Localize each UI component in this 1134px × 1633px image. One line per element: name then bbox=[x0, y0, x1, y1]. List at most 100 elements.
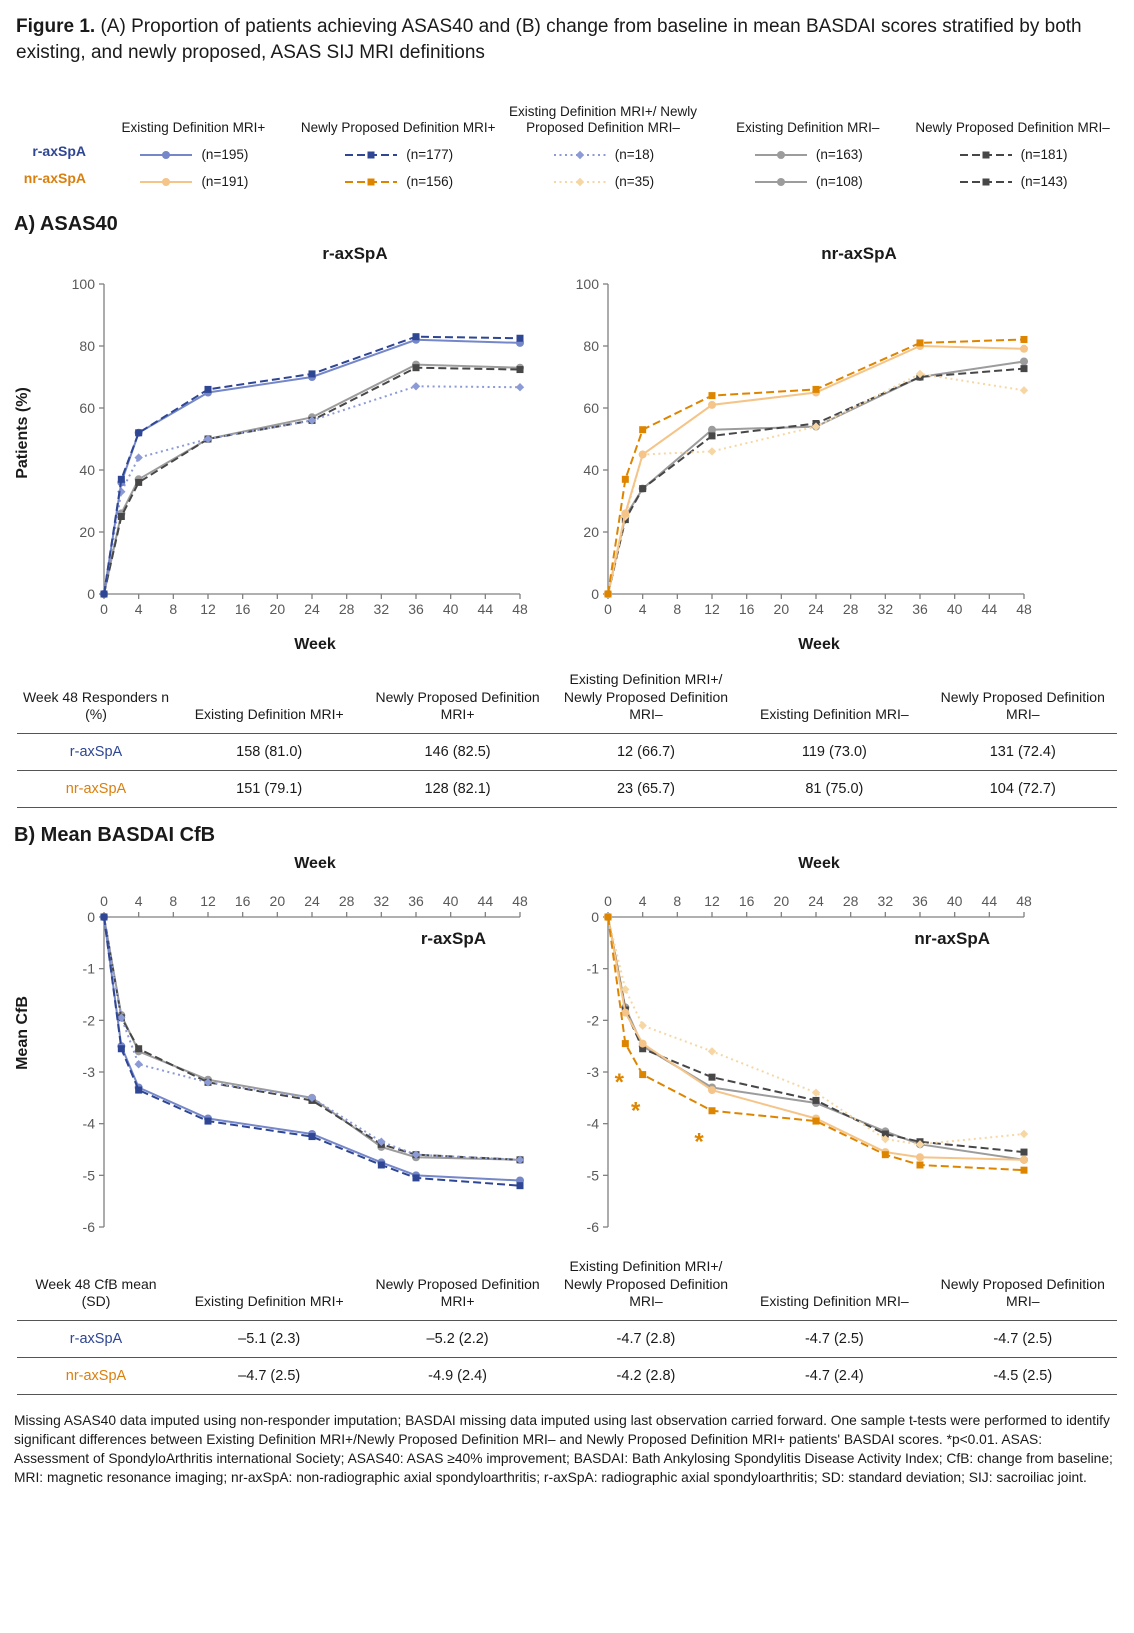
figure-title: Figure 1. (A) Proportion of patients ach… bbox=[0, 0, 1134, 67]
table-cell: 12 (66.7) bbox=[551, 733, 741, 771]
svg-text:12: 12 bbox=[704, 893, 720, 909]
svg-text:-3: -3 bbox=[587, 1064, 600, 1080]
svg-text:-6: -6 bbox=[83, 1219, 96, 1235]
svg-text:36: 36 bbox=[408, 601, 424, 617]
table-cell: 131 (72.4) bbox=[928, 733, 1117, 771]
svg-text:16: 16 bbox=[235, 601, 251, 617]
table-cell: –5.2 (2.2) bbox=[363, 1320, 552, 1358]
svg-text:-1: -1 bbox=[587, 961, 600, 977]
line-marker-sample bbox=[552, 147, 608, 163]
legend-n-value: (n=181) bbox=[1020, 147, 1068, 163]
line-marker-sample bbox=[343, 174, 399, 190]
legend-group-header: Existing Definition MRI+ bbox=[121, 120, 266, 136]
svg-text:32: 32 bbox=[878, 893, 894, 909]
column-header: Existing Definition MRI+ bbox=[175, 662, 364, 734]
row-label: nr-axSpA bbox=[17, 770, 175, 809]
svg-text:60: 60 bbox=[583, 400, 599, 416]
column-header: Newly Proposed Definition MRI+ bbox=[363, 662, 552, 734]
legend-group-header: Newly Proposed Definition MRI+ bbox=[300, 120, 496, 136]
svg-text:100: 100 bbox=[72, 276, 96, 292]
line-marker-sample bbox=[958, 147, 1014, 163]
svg-text:-5: -5 bbox=[587, 1167, 600, 1183]
svg-text:4: 4 bbox=[135, 601, 143, 617]
chart-asas40-nraxspa: nr-axSpA 0 4 8 12 16 20 24 28 32 36 40 44 48 0 20 40 60 8… bbox=[560, 244, 1038, 654]
legend-group-mixed: Existing Definition MRI+/ Newly Proposed… bbox=[506, 79, 701, 195]
panel-a-charts: Patients (%) r-axSpA 0 4 8 12 16 20 24 28 32 36 40… bbox=[0, 244, 1134, 654]
svg-text:0: 0 bbox=[87, 586, 95, 602]
line-marker-sample bbox=[138, 147, 194, 163]
legend-entry: (n=195) bbox=[138, 141, 248, 168]
svg-text:32: 32 bbox=[374, 893, 390, 909]
svg-text:36: 36 bbox=[912, 601, 928, 617]
x-axis-label-week: Week bbox=[798, 855, 840, 873]
column-header: Existing Definition MRI+/ Newly Proposed… bbox=[551, 1249, 741, 1321]
svg-text:40: 40 bbox=[947, 893, 963, 909]
legend-n-value: (n=18) bbox=[614, 147, 655, 163]
svg-text:24: 24 bbox=[808, 601, 824, 617]
svg-text:8: 8 bbox=[673, 893, 681, 909]
svg-text:100: 100 bbox=[576, 276, 600, 292]
legend-n-value: (n=156) bbox=[406, 174, 454, 190]
svg-text:*: * bbox=[631, 1098, 641, 1125]
svg-text:40: 40 bbox=[443, 893, 459, 909]
table-cell: 128 (82.1) bbox=[363, 770, 552, 809]
basdai-table: Week 48 CfB mean (SD) Existing Definitio… bbox=[17, 1249, 1117, 1395]
legend-group-new-mri-plus: Newly Proposed Definition MRI+ (n=177) (… bbox=[301, 79, 496, 195]
svg-text:*: * bbox=[694, 1129, 704, 1156]
chart-title-nraxspa: nr-axSpA bbox=[914, 929, 990, 949]
svg-text:32: 32 bbox=[878, 601, 894, 617]
figure-caption: (A) Proportion of patients achieving ASA… bbox=[16, 16, 1082, 63]
legend-row-label-nraxspa: nr-axSpA bbox=[23, 169, 86, 186]
figure-footnote: Missing ASAS40 data imputed using non-re… bbox=[14, 1412, 1113, 1485]
svg-text:12: 12 bbox=[200, 601, 216, 617]
legend-group-header: Newly Proposed Definition MRI– bbox=[915, 120, 1110, 136]
svg-text:0: 0 bbox=[87, 909, 95, 925]
legend-group-header: Existing Definition MRI– bbox=[736, 120, 880, 136]
table-cell: -4.9 (2.4) bbox=[363, 1357, 552, 1395]
table-cell: 151 (79.1) bbox=[175, 770, 364, 809]
svg-text:-2: -2 bbox=[83, 1012, 96, 1028]
svg-text:0: 0 bbox=[604, 601, 612, 617]
legend-group-header: Existing Definition MRI+/ Newly Proposed… bbox=[509, 103, 697, 136]
svg-text:16: 16 bbox=[739, 893, 755, 909]
table-row: nr-axSpA 151 (79.1) 128 (82.1) 23 (65.7)… bbox=[17, 770, 1117, 809]
legend-n-value: (n=108) bbox=[815, 174, 863, 190]
line-marker-sample bbox=[343, 147, 399, 163]
svg-text:20: 20 bbox=[583, 524, 599, 540]
line-marker-sample bbox=[138, 174, 194, 190]
line-marker-sample bbox=[753, 174, 809, 190]
panel-b-heading: B) Mean BASDAI CfB bbox=[14, 824, 216, 847]
svg-text:4: 4 bbox=[639, 601, 647, 617]
svg-text:-3: -3 bbox=[83, 1064, 96, 1080]
legend-n-value: (n=177) bbox=[406, 147, 454, 163]
row-label: r-axSpA bbox=[17, 1320, 175, 1358]
legend-group-existing-mri-minus: Existing Definition MRI– (n=163) (n=108) bbox=[710, 79, 905, 195]
svg-text:48: 48 bbox=[1016, 893, 1032, 909]
legend-row-labels: r-axSpA nr-axSpA bbox=[14, 79, 86, 195]
legend-entry: (n=163) bbox=[753, 141, 863, 168]
svg-text:12: 12 bbox=[704, 601, 720, 617]
table-row: r-axSpA 158 (81.0) 146 (82.5) 12 (66.7) … bbox=[17, 733, 1117, 771]
svg-text:8: 8 bbox=[169, 893, 177, 909]
svg-text:20: 20 bbox=[270, 601, 286, 617]
svg-text:0: 0 bbox=[591, 909, 599, 925]
table-cell: 158 (81.0) bbox=[175, 733, 364, 771]
table-row: nr-axSpA –4.7 (2.5) -4.9 (2.4) -4.2 (2.8… bbox=[17, 1357, 1117, 1395]
svg-text:28: 28 bbox=[339, 893, 355, 909]
svg-text:-5: -5 bbox=[83, 1167, 96, 1183]
table-cell: -4.7 (2.5) bbox=[928, 1320, 1117, 1358]
table-corner-header: Week 48 Responders n (%) bbox=[17, 662, 175, 734]
svg-text:12: 12 bbox=[200, 893, 216, 909]
svg-text:-2: -2 bbox=[587, 1012, 600, 1028]
svg-text:44: 44 bbox=[982, 601, 998, 617]
table-header-row: Week 48 CfB mean (SD) Existing Definitio… bbox=[17, 1249, 1117, 1321]
chart-asas40-raxspa: r-axSpA 0 4 8 12 16 20 24 28 32 36 40 44 48 0 20 40 60 80… bbox=[56, 244, 534, 654]
basdai-nraxspa-plot: 0 4 8 12 16 20 24 28 32 36 40 44 48 0 -1 -2 -3 -4 -5 -6 * * * bbox=[560, 873, 1038, 1241]
legend-entry: (n=191) bbox=[138, 168, 248, 195]
chart-basdai-nraxspa: Week 0 4 8 12 16 20 24 28 32 36 40 44 48 0 -1 -2 -3 -4 -5-… bbox=[560, 855, 1038, 1241]
svg-text:20: 20 bbox=[774, 601, 790, 617]
svg-text:48: 48 bbox=[1016, 601, 1032, 617]
y-axis-label-mean-cfb: Mean CfB bbox=[14, 995, 31, 1070]
svg-text:40: 40 bbox=[443, 601, 459, 617]
legend-entry: (n=156) bbox=[343, 168, 453, 195]
